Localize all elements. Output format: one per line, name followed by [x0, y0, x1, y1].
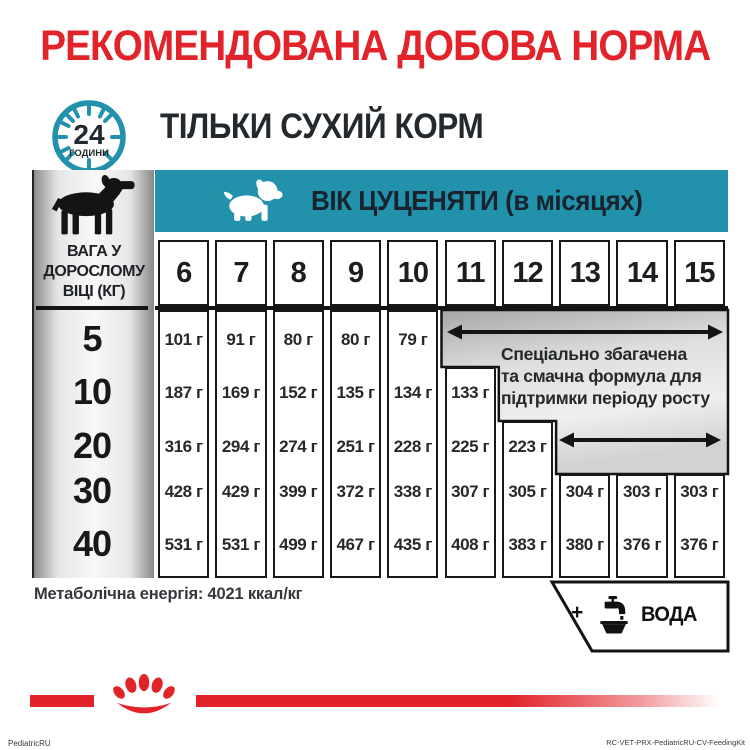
month-value-column: 80 г 135 г 251 г 372 г 467 г: [329, 310, 382, 578]
ration-value-cell: 152 г: [279, 383, 318, 402]
ration-value-cell: 228 г: [393, 437, 433, 456]
ration-value-cell: 80 г: [283, 330, 314, 349]
puppy-icon: [223, 179, 283, 221]
subtitle-dry-food: ТІЛЬКИ СУХИЙ КОРМ: [160, 107, 484, 146]
ration-value-cell: 133 г: [451, 383, 490, 402]
month-header-cell: 6: [158, 240, 210, 306]
month-value-column: 133 г 225 г 307 г 408 г: [444, 367, 496, 578]
fineprint-left: PediatricRU: [8, 739, 51, 748]
ration-value-cell: 294 г: [221, 437, 261, 456]
ration-value-cell: 316 г: [164, 437, 204, 456]
ration-value-cell: 135 г: [336, 383, 375, 402]
water-label: ВОДА: [641, 603, 697, 626]
ration-value-cell: 225 г: [451, 437, 490, 456]
arrow-months-11-15: [447, 324, 723, 340]
weight-row-label: 20: [72, 425, 112, 466]
month-value-column: 80 г 152 г 274 г 399 г 499 г: [272, 310, 324, 578]
ration-value-cell: 399 г: [279, 482, 318, 501]
month-header-cell: 14: [616, 240, 668, 306]
table-header-rule: [155, 306, 728, 310]
month-header-cell: 15: [673, 240, 725, 306]
water-plus-sign: +: [571, 601, 584, 624]
ration-value-cell: 372 г: [336, 482, 375, 501]
weight-header-panel: ВАГА У ДОРОСЛОМУ ВІЦІ (КГ): [32, 170, 154, 578]
ration-value-cell: 307 г: [451, 482, 490, 501]
ration-value-cell: 79 г: [398, 330, 428, 349]
arrow-months-13-15: [559, 432, 721, 448]
ration-value-cell: 134 г: [393, 383, 433, 402]
weight-row-label: 5: [82, 318, 102, 359]
growth-callout-text: Спеціально збагачена та смачна формула д…: [501, 344, 710, 408]
svg-text:24: 24: [73, 119, 105, 150]
ration-value-cell: 383 г: [508, 535, 547, 554]
month-header-cell: 13: [559, 240, 611, 306]
fineprint-right: RC-VET-PRX-PediatricRU-CV-FeedingKit: [606, 738, 745, 747]
age-header-band: ВІК ЦУЦЕНЯТИ (в місяцях): [155, 170, 728, 232]
svg-text:ГОДИНИ: ГОДИНИ: [69, 148, 109, 159]
ration-value-cell: 380 г: [565, 535, 605, 554]
ration-value-cell: 80 г: [340, 330, 371, 349]
page-title: РЕКОМЕНДОВАНА ДОБОВА НОРМА: [39, 22, 711, 70]
ration-value-cell: 101 г: [164, 330, 204, 349]
adult-dog-icon: [51, 174, 135, 235]
month-value-column: 91 г 169 г 294 г 429 г 531 г: [215, 310, 267, 578]
red-bar-left: [30, 695, 94, 707]
ration-value-cell: 251 г: [336, 437, 375, 456]
ration-value-cell: 499 г: [279, 535, 318, 554]
water-tap-bowl-icon: [600, 596, 628, 634]
month-header-cell: 12: [501, 240, 554, 306]
month-value-column: 304 г 380 г: [559, 474, 611, 578]
month-header-cell: 7: [215, 240, 267, 306]
month-header-cell: 8: [272, 240, 324, 306]
ration-value-cell: 305 г: [508, 482, 547, 501]
ration-value-cell: 169 г: [221, 383, 261, 402]
left-panel-divider: [36, 306, 148, 310]
red-bar-main: [196, 695, 720, 707]
page-title-wrap: РЕКОМЕНДОВАНА ДОБОВА НОРМА: [0, 22, 750, 71]
month-value-column: 303 г 376 г: [673, 474, 725, 578]
month-value-column: 101 г 187 г 316 г 428 г 531 г: [158, 310, 210, 578]
month-header-cell: 10: [387, 240, 439, 306]
ration-value-cell: 376 г: [680, 535, 719, 554]
weight-row-label: 30: [72, 470, 112, 511]
ration-value-cell: 187 г: [164, 383, 204, 402]
metabolic-energy-note: Метаболічна енергія: 4021 ккал/кг: [34, 585, 303, 603]
royal-canin-crown-icon: [113, 674, 175, 714]
month-value-column: 79 г 134 г 228 г 338 г 435 г: [387, 310, 439, 578]
ration-value-cell: 338 г: [393, 482, 433, 501]
ration-value-cell: 408 г: [451, 535, 490, 554]
ration-value-cell: 429 г: [221, 482, 261, 501]
ration-value-cell: 274 г: [279, 437, 318, 456]
ration-value-cell: 376 г: [622, 535, 662, 554]
ration-value-cell: 303 г: [680, 482, 719, 501]
month-header-cell: 11: [444, 240, 496, 306]
weight-header-label: ВАГА У ДОРОСЛОМУ ВІЦІ (КГ): [43, 243, 145, 300]
month-value-column: 223 г 305 г 383 г: [501, 421, 554, 578]
ration-value-cell: 435 г: [393, 535, 433, 554]
water-box: [549, 580, 730, 653]
ration-value-cell: 531 г: [221, 535, 261, 554]
weight-row-label: 40: [72, 523, 112, 564]
ration-value-cell: 467 г: [336, 535, 375, 554]
ration-value-cell: 91 г: [226, 330, 256, 349]
ration-value-cell: 531 г: [164, 535, 204, 554]
weight-row-label: 10: [72, 371, 112, 412]
ration-value-cell: 428 г: [164, 482, 204, 501]
clock-24h-icon: 24 ГОДИНИ: [52, 100, 126, 174]
ration-value-cell: 304 г: [565, 482, 605, 501]
ration-value-cell: 223 г: [508, 437, 547, 456]
month-value-column: 303 г 376 г: [616, 474, 668, 578]
ration-value-cell: 303 г: [622, 482, 662, 501]
month-header-cell: 9: [329, 240, 382, 306]
age-header-label: ВІК ЦУЦЕНЯТИ (в місяцях): [311, 185, 643, 216]
